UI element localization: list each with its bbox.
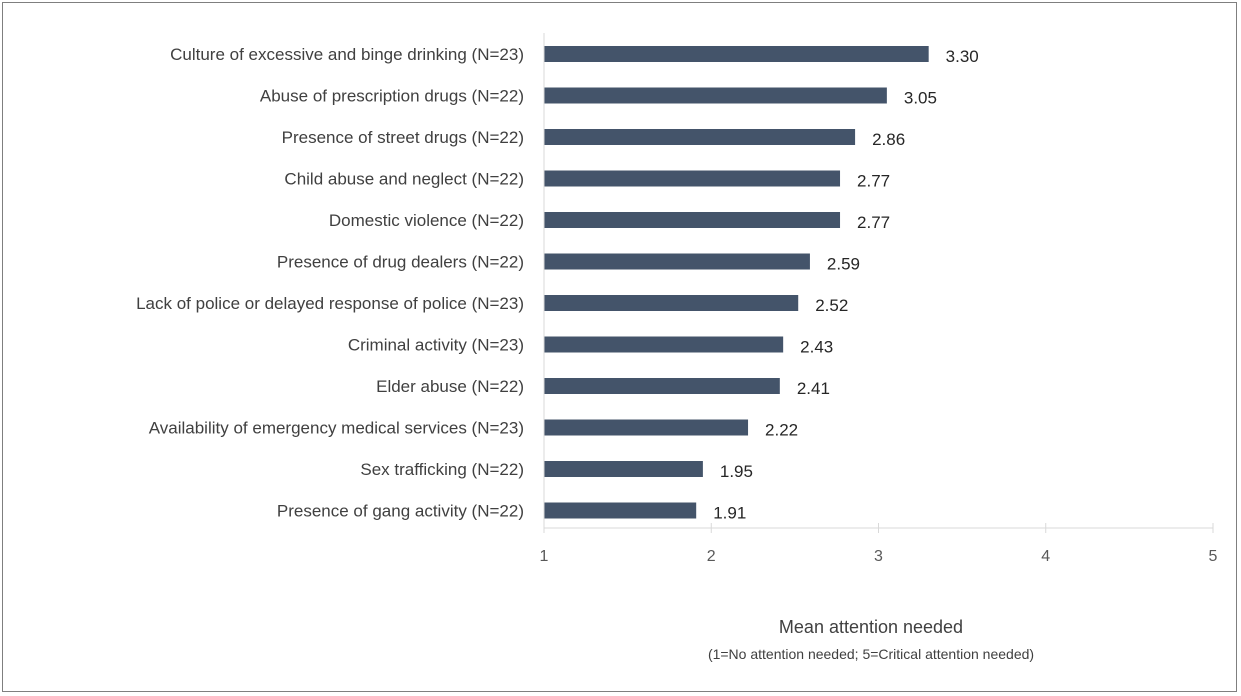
x-tick-label: 4: [1041, 548, 1050, 565]
category-label: Availability of emergency medical servic…: [149, 419, 524, 438]
bar: [544, 502, 697, 519]
bar: [544, 336, 784, 353]
value-labels: 3.30 3.05 2.86 2.77 2.77 2.59 2.52 2.43 2.41 2.22…: [713, 47, 979, 523]
bar: [544, 129, 856, 145]
category-label: Presence of gang activity (N=22): [277, 502, 524, 521]
category-label: Child abuse and neglect (N=22): [284, 170, 524, 189]
category-labels: Culture of excessive and binge drinking …: [136, 45, 524, 521]
data-label: 3.30: [946, 47, 979, 66]
x-axis-title: Mean attention needed: [779, 617, 963, 637]
bar: [544, 461, 703, 477]
bar: [544, 253, 810, 270]
data-label: 2.86: [872, 130, 905, 149]
bar: [544, 87, 887, 104]
data-label: 2.77: [857, 213, 890, 232]
data-label: 1.95: [720, 462, 753, 481]
data-label: 2.77: [857, 172, 890, 191]
x-tick-label: 5: [1209, 548, 1218, 565]
x-tick-label: 2: [707, 548, 716, 565]
category-label: Presence of drug dealers (N=22): [277, 253, 524, 272]
data-label: 2.41: [797, 379, 830, 398]
bar: [544, 419, 749, 436]
bar: [544, 170, 841, 187]
data-label: 3.05: [904, 89, 937, 108]
bars-layer: [544, 46, 929, 519]
category-label: Sex trafficking (N=22): [360, 460, 524, 479]
bar-chart: Culture of excessive and binge drinking …: [136, 33, 1218, 662]
data-label: 2.59: [827, 255, 860, 274]
x-tick-label: 1: [540, 548, 549, 565]
bar: [544, 212, 841, 228]
bar: [544, 46, 929, 62]
category-label: Elder abuse (N=22): [376, 377, 524, 396]
x-axis-subtitle: (1=No attention needed; 5=Critical atten…: [708, 646, 1034, 662]
category-label: Presence of street drugs (N=22): [282, 128, 524, 147]
category-label: Criminal activity (N=23): [348, 336, 524, 355]
category-label: Abuse of prescription drugs (N=22): [260, 87, 524, 106]
category-label: Lack of police or delayed response of po…: [136, 294, 524, 313]
category-label: Culture of excessive and binge drinking …: [170, 45, 524, 64]
x-axis: 1 2 3 4 5: [540, 33, 1218, 565]
data-label: 1.91: [713, 504, 746, 523]
data-label: 2.43: [800, 338, 833, 357]
data-label: 2.52: [815, 296, 848, 315]
bar: [544, 295, 799, 311]
x-tick-label: 3: [874, 548, 883, 565]
category-label: Domestic violence (N=22): [329, 211, 524, 230]
bar: [544, 378, 780, 394]
data-label: 2.22: [765, 421, 798, 440]
